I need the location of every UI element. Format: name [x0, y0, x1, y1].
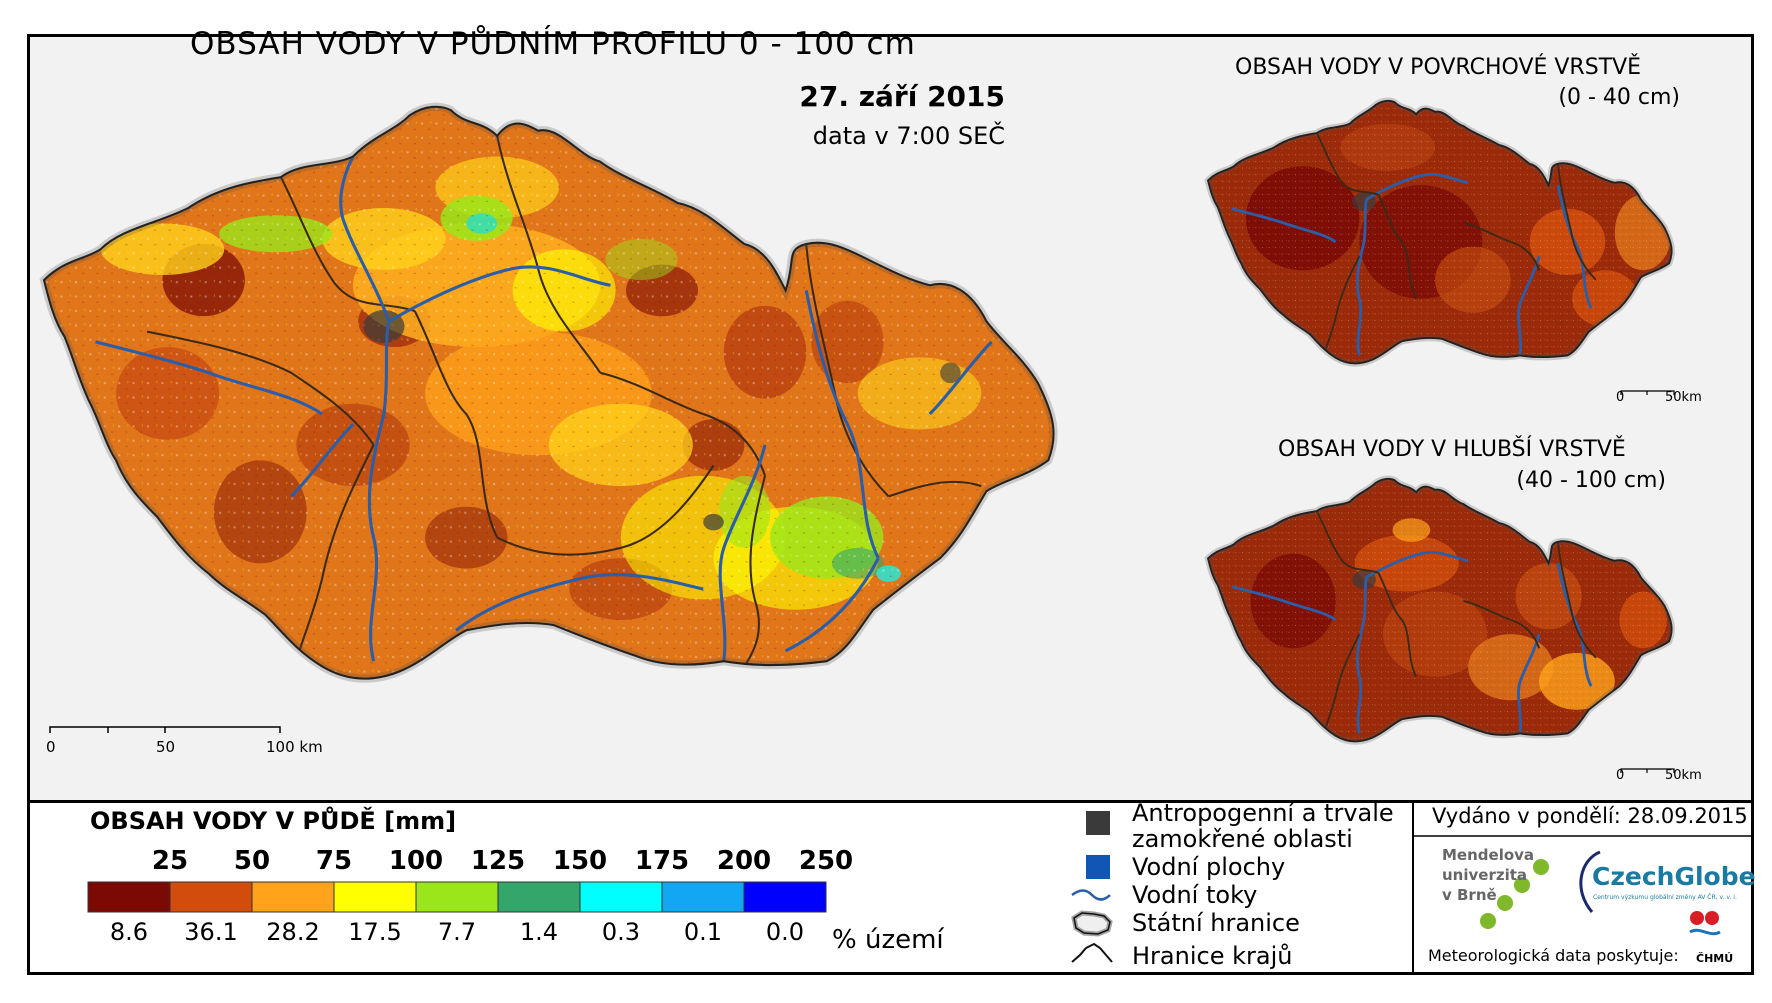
legend-class-swatch	[169, 881, 253, 913]
inset-bottom-scale-0: 0	[1616, 768, 1625, 783]
legend-class-swatch	[333, 881, 417, 913]
mendel-university-name: Mendelova univerzita v Brně	[1442, 846, 1535, 904]
inset-bottom-scale-bar	[1620, 768, 1675, 773]
main-scale-label-0: 0	[46, 738, 56, 756]
inset-bottom-depth: (40 - 100 cm)	[1516, 468, 1666, 493]
rivers-label: Vodní toky	[1132, 881, 1258, 909]
chmu-logo-icon	[1689, 911, 1721, 936]
legend-threshold-label: 125	[470, 846, 526, 876]
czechglobe-subtitle: Centrum výzkumu globální změny AV ČR, v.…	[1593, 894, 1737, 901]
legend-percent-label: 7.7	[437, 918, 477, 946]
legend-class-swatch	[497, 881, 581, 913]
inset-top-depth: (0 - 40 cm)	[1558, 85, 1680, 110]
inset-top-title: OBSAH VODY V POVRCHOVÉ VRSTVĚ	[1235, 55, 1642, 80]
inset-top-map	[1203, 95, 1676, 379]
czechglobe-logo-icon	[1579, 850, 1601, 913]
main-map-date: 27. září 2015	[799, 80, 1005, 113]
main-map	[34, 95, 1064, 713]
legend-percent-label: 28.2	[266, 918, 320, 946]
legend-percent-label: 17.5	[348, 918, 402, 946]
legend-threshold-label: 150	[552, 846, 608, 876]
state-border-symbol-icon	[1071, 910, 1113, 937]
region-border-label: Hranice krajů	[1132, 942, 1293, 970]
legend-class-swatch	[661, 881, 745, 913]
meteo-source-label: Meteorologická data poskytuje:	[1428, 946, 1679, 965]
inset-top-scale-bar	[1620, 390, 1675, 395]
legend-class-swatch	[251, 881, 335, 913]
main-scale-label-50: 50	[156, 738, 176, 756]
legend-threshold-label: 75	[315, 846, 353, 876]
legend-percent-label: 0.0	[765, 918, 805, 946]
inset-bottom-map	[1203, 473, 1676, 757]
main-map-title: OBSAH VODY V PŮDNÍM PROFILU 0 - 100 cm	[190, 26, 916, 62]
legend-threshold-label: 175	[634, 846, 690, 876]
anthropogenic-label: Antropogenní a trvale zamokřené oblasti	[1132, 799, 1394, 853]
legend-percent-label: 36.1	[184, 918, 238, 946]
river-symbol-icon	[1071, 889, 1111, 901]
main-scale-bar	[49, 726, 281, 733]
main-map-time: data v 7:00 SEČ	[812, 122, 1005, 150]
chmu-label: ČHMÚ	[1696, 952, 1734, 965]
legend-threshold-label: 100	[388, 846, 444, 876]
legend-threshold-label: 25	[151, 846, 189, 876]
legend-percent-label: 1.4	[519, 918, 559, 946]
legend-threshold-label: 50	[233, 846, 271, 876]
legend-threshold-label: 250	[798, 846, 854, 876]
main-scale-label-100: 100 km	[266, 738, 323, 756]
issued-date: Vydáno v pondělí: 28.09.2015	[1432, 804, 1748, 828]
legend-class-swatch	[415, 881, 499, 913]
water-bodies-swatch	[1086, 855, 1110, 879]
legend-percent-label: 0.3	[601, 918, 641, 946]
inset-top-scale-50: 50km	[1665, 390, 1702, 405]
czechglobe-name: CzechGlobe	[1592, 862, 1756, 891]
inset-bottom-title: OBSAH VODY V HLUBŠÍ VRSTVĚ	[1278, 437, 1626, 462]
state-border-label: Státní hranice	[1132, 909, 1300, 937]
inset-top-scale-0: 0	[1616, 390, 1625, 405]
legend-color-bar	[87, 881, 827, 913]
legend-divider	[30, 800, 1751, 803]
legend-percent-label: 0.1	[683, 918, 723, 946]
mendel-logo-icon	[1480, 859, 1549, 929]
region-border-symbol-icon	[1071, 942, 1113, 963]
legend-threshold-label: 200	[716, 846, 772, 876]
anthropogenic-swatch	[1086, 811, 1110, 835]
legend-class-swatch	[743, 881, 827, 913]
legend-percent-label: 8.6	[109, 918, 149, 946]
water-bodies-label: Vodní plochy	[1132, 853, 1286, 881]
legend-title: OBSAH VODY V PŮDĚ [mm]	[90, 807, 457, 835]
legend-class-swatch	[579, 881, 663, 913]
percent-unit-label: % území	[832, 925, 944, 955]
legend-class-swatch	[87, 881, 171, 913]
inset-bottom-scale-50: 50km	[1665, 768, 1702, 783]
